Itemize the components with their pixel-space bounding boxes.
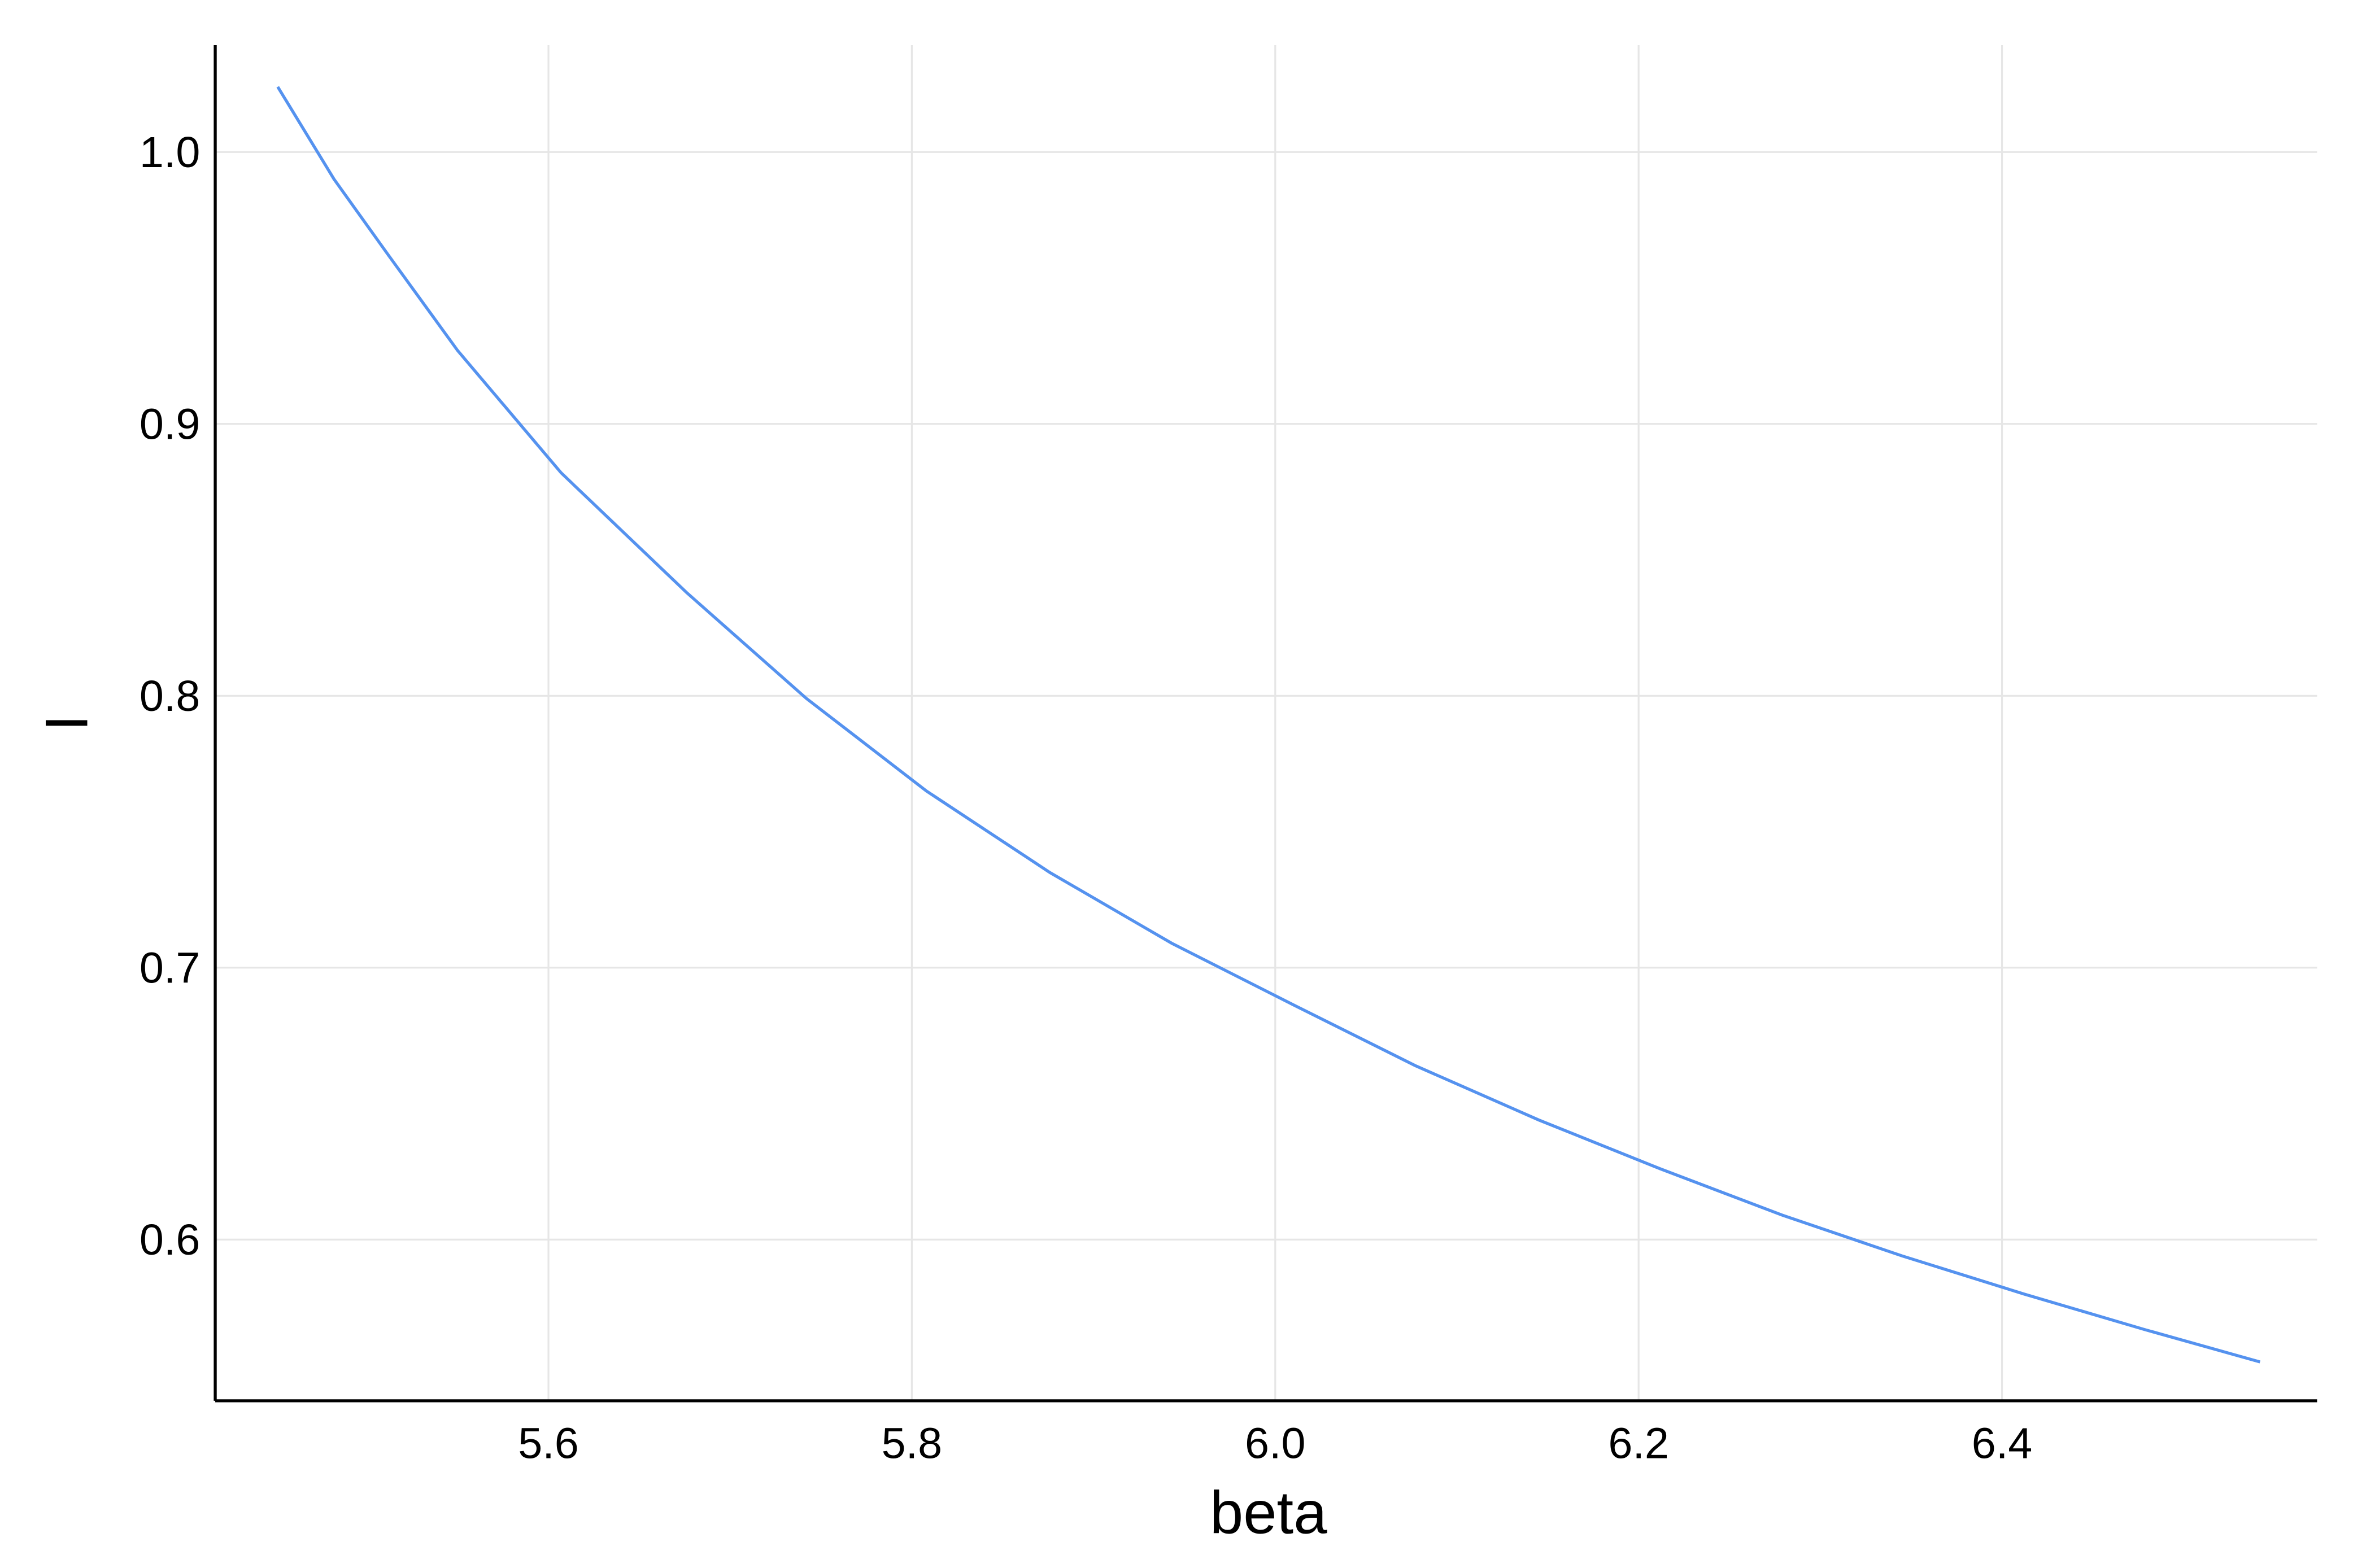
y-tick-label: 0.6 (140, 1216, 201, 1264)
x-tick-label: 6.0 (1245, 1419, 1306, 1467)
y-tick-label: 0.8 (140, 672, 201, 720)
x-tick-label: 6.4 (1972, 1419, 2033, 1467)
x-tick-label: 5.6 (518, 1419, 579, 1467)
y-tick-label: 0.9 (140, 400, 201, 448)
x-tick-label: 5.8 (882, 1419, 943, 1467)
y-tick-label: 1.0 (140, 128, 201, 177)
y-tick-label: 0.7 (140, 944, 201, 993)
x-axis-label: beta (1210, 1479, 1327, 1547)
x-tick-label: 6.2 (1608, 1419, 1669, 1467)
data-line (276, 86, 2261, 1364)
y-axis-label: I (32, 715, 100, 732)
